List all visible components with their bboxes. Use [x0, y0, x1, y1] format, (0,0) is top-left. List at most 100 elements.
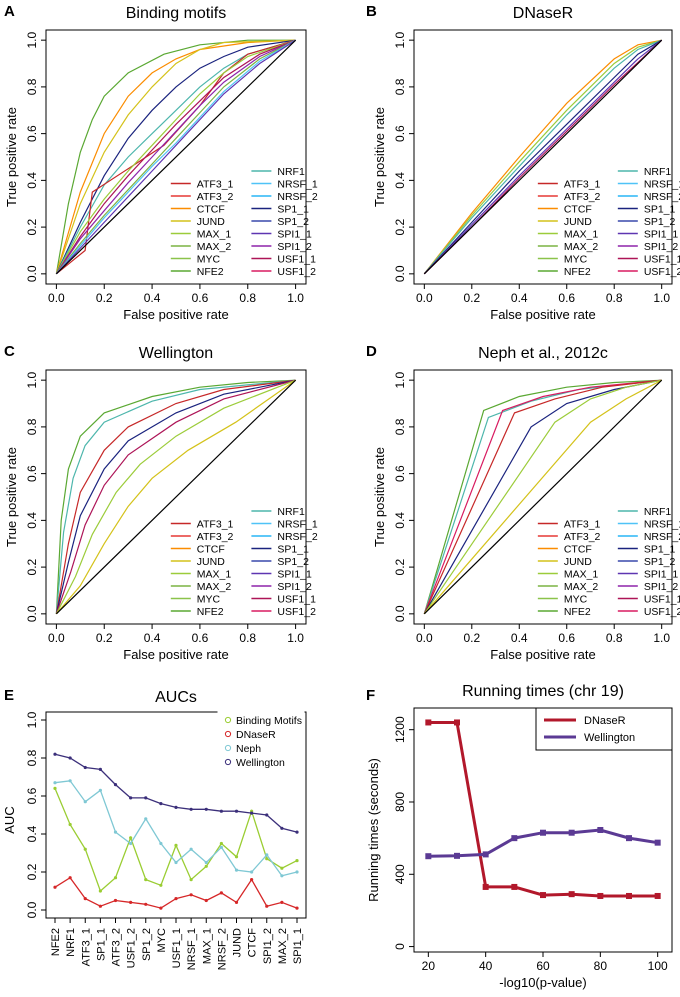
panel-D: D Neph et al., 2012c 0.0 0.2 0.4 0.6 0.8 1.0 0.0…: [366, 343, 680, 662]
y-tick-label: 1.0: [25, 31, 39, 48]
legend-label: NFE2: [564, 266, 591, 278]
x-tick-label: SP1_1: [95, 928, 107, 961]
legend-label: NRF1: [644, 506, 672, 518]
x-tick-label: SPI1_2: [262, 928, 274, 964]
legend-label: MAX_1: [197, 568, 232, 580]
data-point: [280, 874, 284, 878]
y-tick-label: 0.4: [393, 172, 407, 189]
data-point: [568, 829, 575, 836]
y-axis-label: True positive rate: [4, 107, 19, 207]
x-tick-label: 0.6: [558, 291, 575, 305]
x-tick-label: JUND: [232, 928, 244, 957]
x-tick-label: 1.0: [653, 291, 670, 305]
x-tick-label: 60: [536, 959, 550, 973]
x-tick-label: 0.4: [511, 631, 528, 645]
legend-label: NRF1: [277, 166, 305, 178]
data-point: [68, 779, 72, 783]
legend-label: USF1_1: [644, 253, 680, 265]
legend-marker: [224, 744, 232, 752]
x-axis-label: False positive rate: [490, 647, 596, 662]
y-tick-label: 0: [393, 943, 407, 950]
legend-label: MAX_1: [197, 228, 232, 240]
data-point: [265, 904, 269, 908]
y-tick-label: 0.6: [25, 465, 39, 482]
data-point: [265, 813, 269, 817]
legend-label: SP1_1: [644, 543, 676, 555]
roc-curve-sp1_1: [55, 39, 296, 275]
data-point: [159, 841, 163, 846]
data-point: [482, 883, 489, 890]
data-point: [234, 809, 239, 813]
panel-letter: B: [366, 3, 377, 20]
legend-label: NRSF_1: [277, 518, 317, 530]
data-point: [234, 900, 239, 905]
x-tick-label: 1.0: [287, 291, 304, 305]
data-point: [144, 796, 148, 800]
data-point: [425, 719, 432, 726]
diagonal-reference-line: [423, 39, 663, 275]
legend-label: SPI1_1: [277, 568, 312, 580]
roc-curve-sp1_1: [423, 39, 663, 275]
y-tick-label: 1.0: [393, 31, 407, 48]
roc-curve-spi1_2: [55, 39, 296, 275]
legend-label: NRSF_2: [644, 531, 680, 543]
data-point: [113, 898, 118, 903]
legend-label: Wellington: [236, 757, 285, 769]
y-tick-label: 0.8: [25, 78, 39, 95]
data-point: [250, 870, 254, 874]
y-axis-label: AUC: [2, 806, 17, 833]
legend-label: USF1_1: [277, 593, 316, 605]
x-tick-label: 0.2: [463, 291, 480, 305]
data-point: [295, 830, 299, 834]
data-point: [144, 817, 148, 821]
data-point: [234, 855, 239, 859]
data-point: [511, 835, 518, 842]
y-axis-label: True positive rate: [4, 447, 19, 547]
legend-label: USF1_1: [277, 253, 316, 265]
legend-label: DNaseR: [584, 715, 626, 727]
legend-label: SPI1_2: [644, 581, 679, 593]
x-tick-label: 0.6: [558, 631, 575, 645]
y-tick-label: 0.0: [25, 265, 39, 282]
x-tick-label: 20: [422, 959, 436, 973]
x-tick-label: CTCF: [247, 928, 259, 958]
x-tick-label: 0.4: [144, 291, 161, 305]
legend: DNaseR Wellington: [535, 707, 673, 751]
legend-label: SP1_2: [644, 556, 676, 568]
y-axis-label: Running times (seconds): [366, 758, 381, 902]
roc-curve-max_1: [423, 379, 662, 615]
legend-label: ATF3_2: [564, 531, 601, 543]
legend-label: MAX_2: [564, 581, 599, 593]
roc-curve-nrsf_1: [55, 39, 296, 275]
legend-label: USF1_2: [644, 266, 680, 278]
legend-label: NRSF_1: [644, 178, 680, 190]
legend-label: ATF3_2: [197, 531, 234, 543]
diagonal-reference-line: [423, 379, 663, 615]
y-tick-label: 1200: [393, 716, 407, 743]
roc-curve-jund: [55, 379, 296, 615]
legend-label: SP1_1: [644, 203, 676, 215]
data-point: [654, 892, 661, 899]
y-tick-label: 1.0: [393, 371, 407, 388]
data-point: [83, 847, 87, 851]
roc-curve-nfe2: [55, 379, 296, 614]
series-line-dnaser: [54, 876, 298, 909]
x-tick-label: 0.0: [48, 631, 65, 645]
panel-E: E AUCs 0.0 0.2 0.4 0.6 0.8 1.0 AUC NFE2 NRF1 ATF3_1…: [2, 687, 307, 970]
x-tick-label: USF1_1: [171, 928, 183, 968]
x-tick-label: 0.4: [511, 291, 528, 305]
data-point: [98, 767, 102, 772]
series-line-binding-motifs: [54, 788, 298, 893]
y-tick-label: 0.2: [25, 558, 39, 575]
plot-frame: [45, 29, 307, 285]
x-tick-label: 0.8: [606, 291, 623, 305]
legend-label: MYC: [197, 593, 221, 605]
legend-label: ATF3_1: [564, 178, 601, 190]
y-tick-label: 0.8: [393, 78, 407, 95]
data-point: [540, 892, 546, 899]
roc-curve-nrf1: [55, 39, 296, 275]
data-point: [250, 811, 254, 815]
legend-label: NRF1: [644, 166, 672, 178]
